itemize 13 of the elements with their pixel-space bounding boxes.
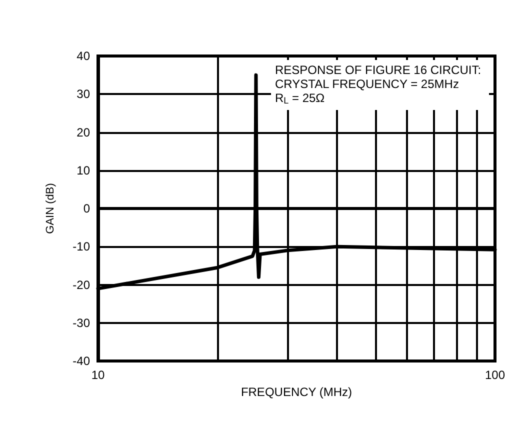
y-tick-label: 20 xyxy=(76,125,90,140)
y-tick-label: 10 xyxy=(76,163,90,178)
y-tick-label: -20 xyxy=(72,278,90,292)
y-tick-label: 40 xyxy=(76,49,90,63)
annotation: RESPONSE OF FIGURE 16 CIRCUIT: CRYSTAL FREQUENCY = 25MHz RL = 25Ω xyxy=(275,63,482,106)
y-tick-label: -30 xyxy=(72,316,90,330)
y-tick-label: -40 xyxy=(72,354,90,368)
y-tick-label: 30 xyxy=(76,87,90,102)
x-tick-label: 100 xyxy=(484,368,506,382)
y-tick-label: 0 xyxy=(83,202,90,216)
y-axis-title: GAIN (dB) xyxy=(44,183,56,234)
y-tick-label: -10 xyxy=(72,240,90,254)
x-axis-title: FREQUENCY (MHz) xyxy=(240,384,352,399)
